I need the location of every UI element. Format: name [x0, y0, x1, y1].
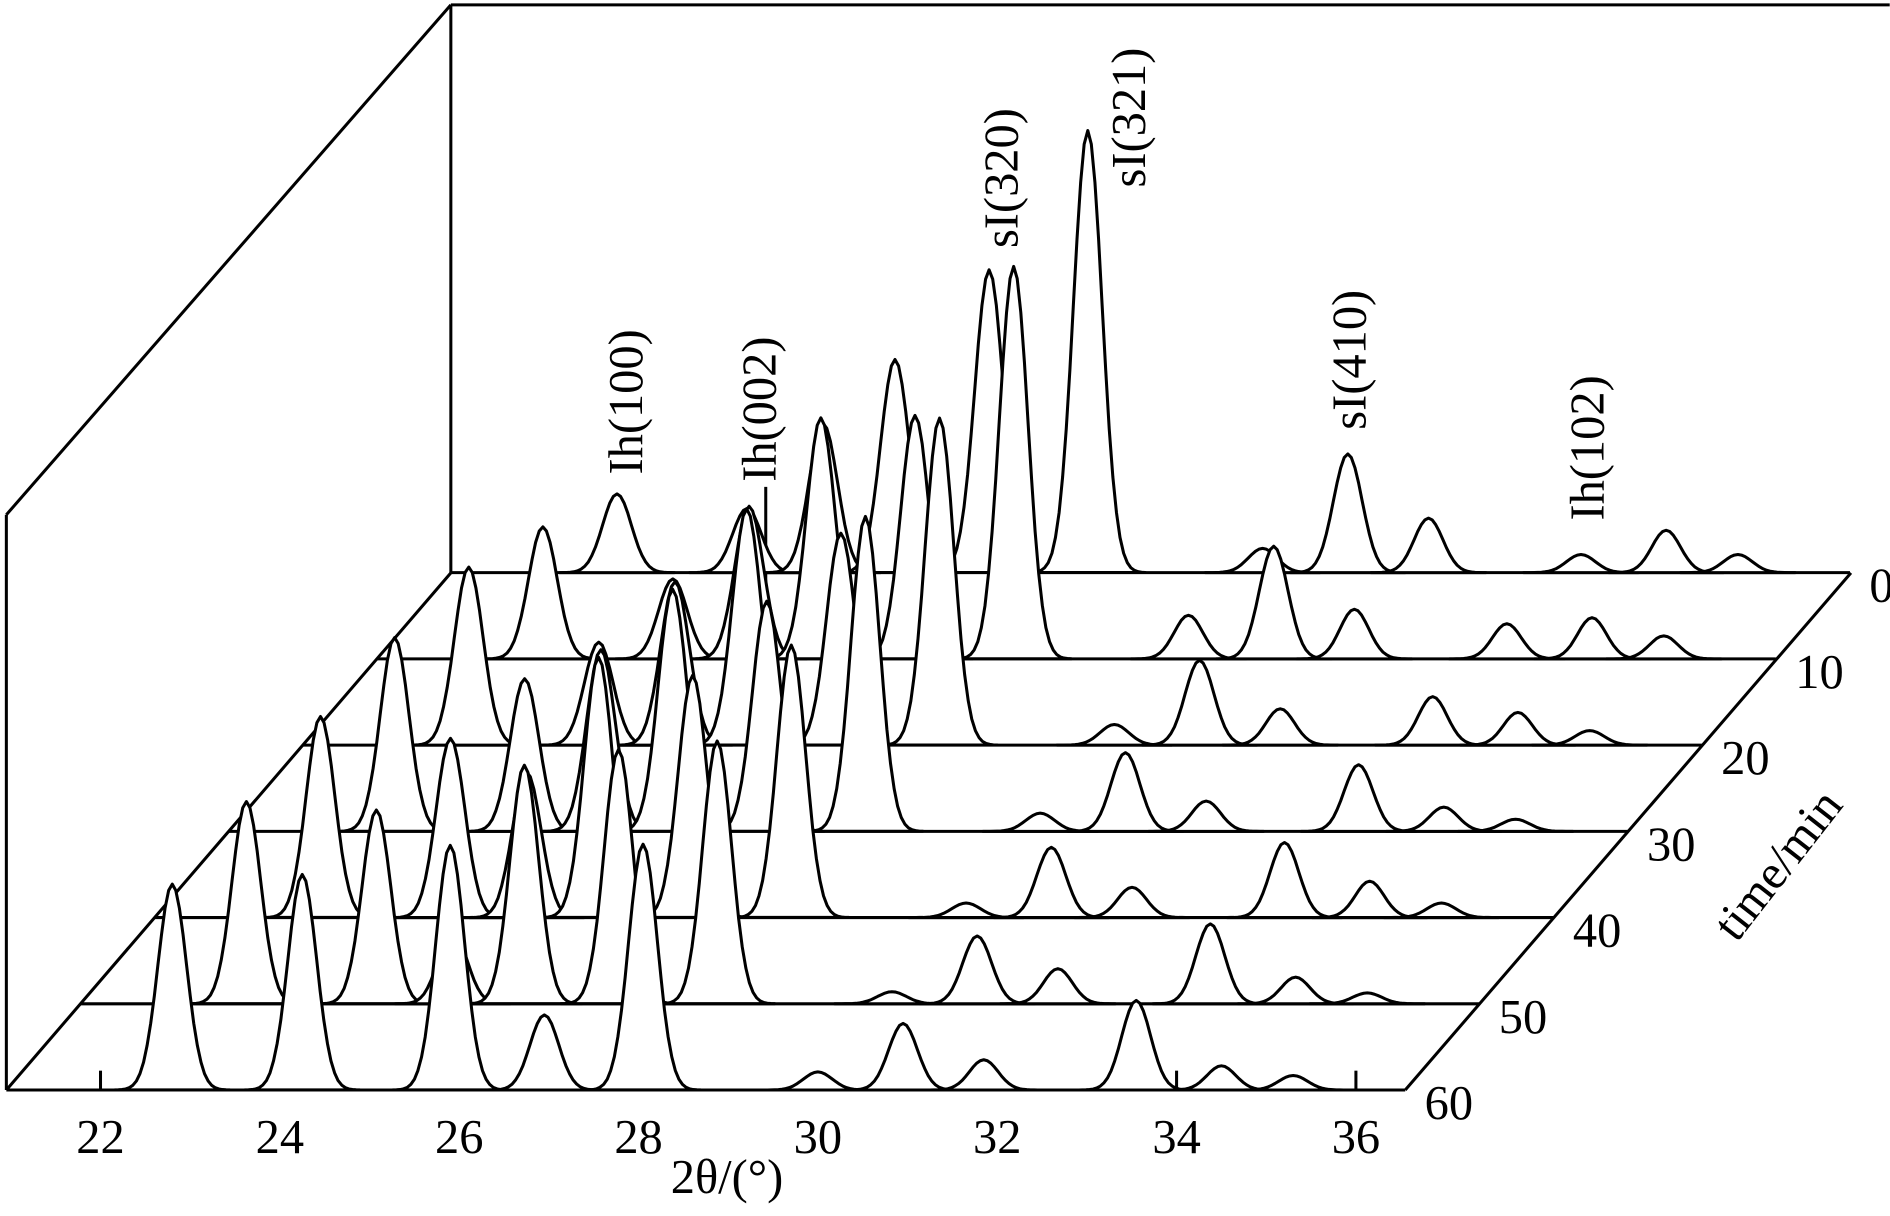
diffraction-peak: [954, 264, 1073, 661]
diffraction-peak: [1530, 729, 1649, 747]
x-tick-label: 22: [76, 1111, 124, 1164]
diffraction-peak: [1382, 901, 1501, 920]
depth-tick-label: 10: [1795, 646, 1843, 699]
x-tick-label: 36: [1332, 1111, 1380, 1164]
diffraction-peak: [465, 763, 584, 1006]
diffraction-peak: [1310, 879, 1429, 920]
x-tick-label: 26: [435, 1111, 483, 1164]
diffraction-peak: [1458, 710, 1577, 747]
depth-tick-label: 40: [1573, 905, 1621, 958]
diffraction-peak: [1456, 817, 1575, 833]
diffraction-peak: [992, 845, 1111, 920]
diffraction-peak: [1236, 975, 1355, 1006]
pattern-row: 60: [6, 842, 1473, 1130]
diffraction-peak: [1679, 552, 1797, 575]
peak-annotation: Ih(002): [734, 337, 787, 482]
diffraction-peak: [1522, 552, 1640, 575]
diffraction-peak: [1162, 1064, 1281, 1092]
x-tick-label: 24: [256, 1111, 304, 1164]
x-tick-label: 28: [614, 1111, 662, 1164]
diffraction-peak: [1055, 722, 1174, 747]
x-tick-label: 32: [973, 1111, 1021, 1164]
diffraction-peak: [907, 901, 1025, 920]
diffraction-peak: [759, 1070, 877, 1092]
diffraction-peak: [1028, 129, 1147, 575]
diffraction-peak: [1147, 799, 1266, 833]
x-tick-label: 30: [794, 1111, 842, 1164]
diffraction-peak: [558, 492, 676, 575]
diffraction-peak: [806, 514, 925, 833]
diffraction-peak: [981, 811, 1100, 833]
diffraction-peak: [1384, 805, 1503, 833]
diffraction-peak: [1373, 695, 1492, 747]
diffraction-peak: [1066, 751, 1185, 833]
diffraction-peak: [113, 882, 232, 1092]
diffraction-peak: [483, 525, 602, 661]
peak-annotation: sI(410): [1324, 290, 1377, 430]
x-tick-label: 34: [1152, 1111, 1200, 1164]
diffraction-peak: [658, 739, 777, 1006]
depth-axis: [1404, 571, 1853, 1092]
diffraction-peak: [1225, 840, 1344, 920]
depth-tick-label: 50: [1499, 991, 1547, 1044]
depth-tick-label: 20: [1721, 732, 1769, 785]
peak-annotation: Ih(100): [600, 329, 653, 474]
peak-annotation: sI(320): [976, 108, 1029, 248]
diffraction-peak: [1140, 658, 1259, 747]
depth-tick-label: 30: [1647, 818, 1695, 871]
diffraction-peak: [918, 934, 1037, 1006]
diffraction-peak: [1604, 634, 1723, 661]
diffraction-peak: [998, 967, 1117, 1006]
diffraction-peak: [1607, 528, 1726, 575]
diffraction-peak: [1447, 622, 1566, 661]
diffraction-peak: [1288, 452, 1407, 575]
diffraction-peak: [243, 872, 362, 1092]
diffraction-peak: [1295, 607, 1414, 661]
pattern-row: 0: [451, 129, 1890, 613]
diffraction-peak: [924, 1058, 1043, 1092]
diffraction-peak: [1234, 1073, 1353, 1092]
diffraction-peak: [1533, 616, 1651, 661]
diffraction-peak: [1221, 707, 1340, 747]
diffraction-peak: [485, 1013, 604, 1092]
diffraction-peak: [880, 416, 999, 747]
diffraction-peak: [1308, 991, 1427, 1006]
diffraction-peak: [1151, 922, 1270, 1006]
depth-axis-label: time/min: [1703, 780, 1852, 950]
depth-tick-label: 60: [1425, 1077, 1473, 1130]
depth-tick-label: 0: [1869, 560, 1890, 613]
x-axis-label: 2θ/(°): [671, 1151, 784, 1204]
peak-annotation: sI(321): [1103, 48, 1156, 188]
diffraction-peak: [1369, 516, 1488, 575]
frame-left-top: [5, 3, 452, 516]
diffraction-peak: [732, 643, 851, 919]
diffraction-peak: [1299, 763, 1418, 833]
diffraction-peak: [391, 843, 510, 1092]
diffraction-peak: [584, 842, 702, 1092]
frame: [4, 3, 1890, 1092]
diffraction-peak: [844, 1021, 963, 1092]
diffraction-peak: [1129, 613, 1248, 661]
peak-annotation: Ih(102): [1561, 375, 1614, 520]
diffraction-peak: [1073, 885, 1191, 920]
floor-left-edge: [5, 571, 452, 1092]
